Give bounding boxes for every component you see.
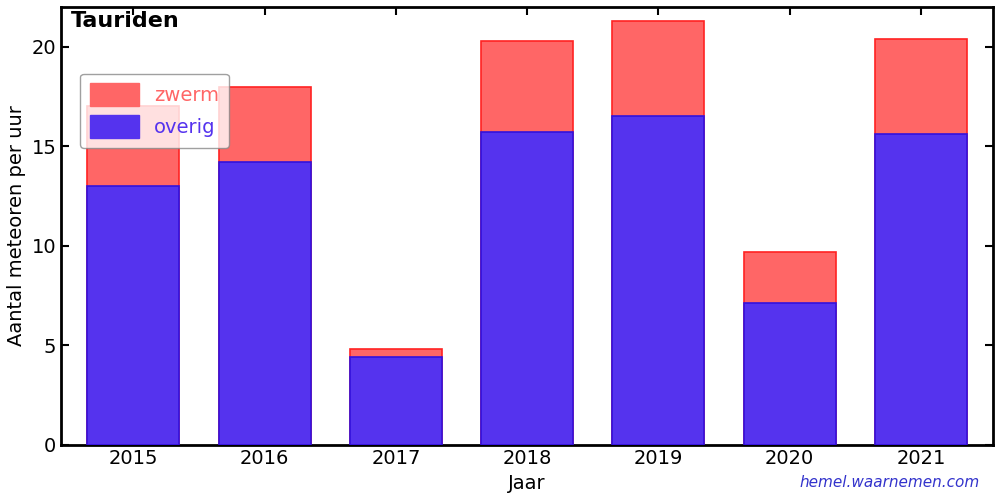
- Bar: [219, 162, 311, 444]
- Bar: [87, 106, 179, 444]
- Bar: [875, 134, 967, 444]
- Text: hemel.waarnemen.com: hemel.waarnemen.com: [800, 475, 980, 490]
- Bar: [744, 304, 836, 444]
- Bar: [219, 86, 311, 444]
- X-axis label: Jaar: Jaar: [508, 474, 546, 493]
- Bar: [612, 21, 704, 444]
- Bar: [744, 252, 836, 444]
- Bar: [481, 41, 573, 444]
- Y-axis label: Aantal meteoren per uur: Aantal meteoren per uur: [7, 106, 26, 346]
- Bar: [875, 39, 967, 444]
- Bar: [350, 349, 442, 444]
- Bar: [350, 357, 442, 444]
- Bar: [612, 116, 704, 444]
- Legend: zwerm, overig: zwerm, overig: [80, 74, 229, 148]
- Text: Tauriden: Tauriden: [71, 12, 179, 32]
- Bar: [481, 132, 573, 444]
- Bar: [87, 186, 179, 444]
